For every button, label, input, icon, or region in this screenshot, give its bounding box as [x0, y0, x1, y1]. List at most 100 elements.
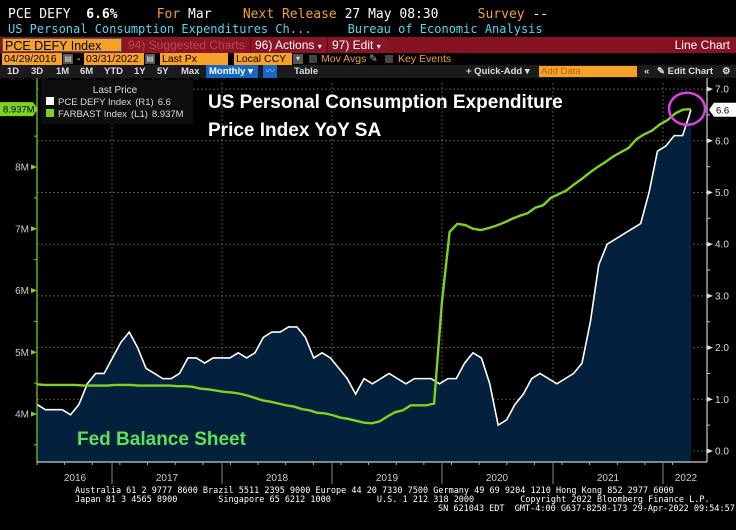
left-tick-marker — [31, 226, 37, 232]
key-events-label: Key Events — [398, 53, 452, 65]
left-tick-label: 7M — [15, 224, 29, 235]
data-source: Bureau of Economic Analysis — [347, 22, 543, 36]
table-button[interactable]: Table — [294, 66, 319, 77]
right-last-value-label: 6.6 — [716, 105, 729, 116]
actions-label: 96) Actions — [255, 38, 315, 52]
legend-swatch-farbast — [46, 109, 54, 117]
chart-type-label: Line Chart — [674, 38, 730, 52]
period-select[interactable]: Monthly ▾ — [206, 65, 258, 78]
range-6m[interactable]: 6M — [80, 66, 94, 77]
right-tick-label: 2.0 — [715, 343, 729, 354]
right-tick-marker — [707, 345, 713, 351]
pencil-icon: ✎ — [657, 66, 665, 77]
x-tick-label: 2018 — [266, 473, 289, 484]
chart: 4M 5M 6M 7M 8M 0.0 1.0 2.0 3.0 4.0 5.0 6.0 7.0 2016… — [0, 78, 736, 484]
next-release-label: Next Release — [242, 7, 337, 22]
right-tick-label: 5.0 — [715, 188, 729, 199]
range-5y[interactable]: 5Y — [157, 66, 169, 77]
quick-add-label: + Quick-Add — [466, 66, 523, 77]
range-1d[interactable]: 1D — [7, 66, 20, 77]
right-tick-marker — [707, 396, 713, 402]
calendar-icon[interactable]: ▤ — [145, 54, 155, 64]
suggested-charts-button[interactable]: 94) Suggested Charts — [124, 37, 249, 53]
actions-menu-button[interactable]: 96) Actions ▾ — [250, 37, 327, 53]
left-axis: 4M 5M 6M 7M 8M — [15, 135, 37, 446]
ticker-short: PCE DEFY — [8, 7, 71, 22]
edit-chart-label: Edit Chart — [667, 66, 713, 77]
chevron-down-icon: ▾ — [376, 42, 381, 51]
right-tick-marker — [707, 86, 713, 92]
legend: Last Price PCE DEFY Index (R1) 6.6 FARBAST… — [41, 80, 193, 124]
right-tick-marker — [707, 293, 713, 299]
for-period: Mar — [188, 7, 212, 22]
right-tick-marker — [707, 241, 713, 247]
left-last-value-tag: 8.937M — [0, 102, 38, 117]
edit-menu-button[interactable]: 97) Edit ▾ — [327, 37, 387, 53]
mov-avgs-label: Mov Avgs — [321, 53, 367, 65]
right-last-value-marker — [709, 102, 736, 117]
description-line: US Personal Consumption Expenditures Ch.… — [8, 22, 543, 36]
left-tick-label: 5M — [15, 348, 29, 359]
range-ytd[interactable]: YTD — [104, 66, 123, 77]
left-tick-marker — [31, 288, 37, 293]
chevron-down-icon: ▾ — [317, 42, 322, 51]
pce-series-line — [36, 109, 692, 427]
legend-swatch-pce — [46, 97, 54, 105]
key-events-checkbox[interactable] — [385, 55, 393, 63]
chevron-down-icon: ▾ — [524, 66, 530, 77]
left-last-value-label: 8.937M — [3, 105, 35, 116]
mov-avgs-checkbox[interactable] — [309, 55, 317, 63]
left-tick-marker — [31, 411, 37, 417]
chart-title-line1: US Personal Consumption Expenditure — [208, 92, 563, 113]
quick-add-button[interactable]: + Quick-Add ▾ — [466, 65, 530, 78]
survey-label: Survey — [477, 7, 525, 22]
edit-chart-button[interactable]: ✎ Edit Chart — [657, 65, 713, 78]
right-tick-label: 1.0 — [715, 395, 729, 406]
price-field-select[interactable]: Last Px — [160, 53, 228, 65]
date-separator: - — [77, 53, 81, 65]
footer-contacts-2: Japan 81 3 4565 8900 Singapore 65 6212 1… — [75, 495, 710, 505]
x-tick-label: 2017 — [156, 473, 179, 484]
add-data-input[interactable]: Add Data — [539, 66, 637, 77]
collapse-icon[interactable]: « — [644, 66, 650, 77]
legend-label-farbast: FARBAST Index (L1) 8.937M — [58, 109, 184, 120]
survey-value: -- — [532, 7, 549, 22]
next-release-value: 27 May 08:30 — [344, 7, 439, 22]
gear-icon[interactable]: ⚙ — [722, 66, 731, 77]
range-max[interactable]: Max — [181, 66, 200, 77]
right-axis: 0.0 1.0 2.0 3.0 4.0 5.0 6.0 7.0 — [707, 85, 729, 458]
highlight-circle — [667, 91, 707, 127]
legend-label-pce: PCE DEFY Index (R1) 6.6 — [58, 97, 171, 108]
chevron-down-icon: ▾ — [248, 66, 253, 77]
currency-select[interactable]: Local CCY — [234, 53, 292, 65]
range-1y[interactable]: 1Y — [134, 66, 146, 77]
right-tick-label: 4.0 — [715, 240, 729, 251]
left-tick-label: 8M — [15, 163, 29, 174]
pencil-icon[interactable]: ✎ — [369, 53, 378, 65]
range-3d[interactable]: 3D — [31, 66, 44, 77]
left-last-value-marker — [0, 102, 38, 117]
left-tick-marker — [31, 164, 37, 170]
fed-balance-sheet-label: Fed Balance Sheet — [77, 429, 247, 450]
x-tick-label: 2016 — [64, 473, 87, 484]
left-tick-label: 4M — [15, 410, 29, 421]
calendar-icon[interactable]: ▤ — [63, 54, 73, 64]
line-chart-icon[interactable]: 〰 — [263, 65, 277, 78]
last-value: 6.6% — [86, 7, 118, 22]
range-1m[interactable]: 1M — [56, 66, 70, 77]
footer-contacts-1: Australia 61 2 9777 8600 Brazil 5511 239… — [75, 486, 674, 496]
right-tick-label: 6.0 — [715, 136, 729, 147]
left-tick-marker — [31, 349, 37, 355]
edit-label: 97) Edit — [332, 38, 374, 52]
start-date-input[interactable]: 04/29/2016 — [2, 53, 62, 65]
left-tick-label: 6M — [15, 286, 29, 297]
x-axis: 2016 2017 2018 2019 2020 2021 2022 — [36, 462, 698, 484]
right-tick-label: 7.0 — [715, 85, 729, 96]
security-header: PCE DEFY 6.6% For Mar Next Release 27 Ma… — [8, 7, 548, 23]
right-last-value-tag: 6.6 — [709, 102, 736, 117]
ticker-input[interactable]: PCE DEFY Index — [2, 38, 122, 53]
right-tick-label: 0.0 — [715, 447, 729, 458]
chevron-down-icon[interactable]: ▾ — [293, 54, 303, 64]
x-tick-label: 2019 — [376, 473, 399, 484]
end-date-input[interactable]: 03/31/2022 — [84, 53, 144, 65]
